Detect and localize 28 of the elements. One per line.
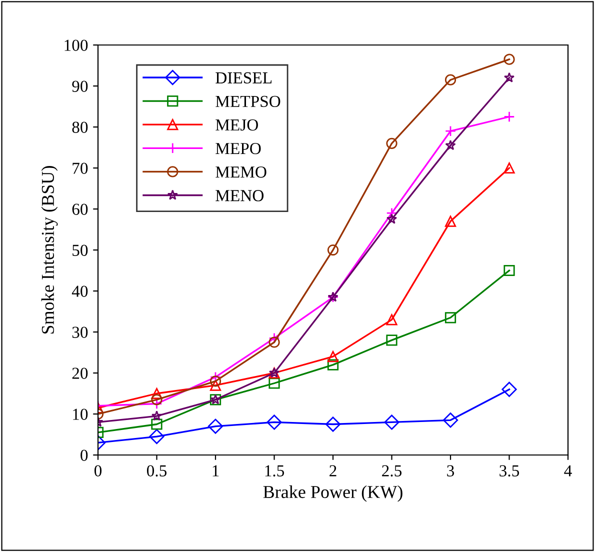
y-tick-label: 10 — [73, 408, 88, 420]
legend-label: MEMO — [216, 166, 266, 178]
legend-label: MEJO — [216, 119, 258, 131]
x-tick-label: 2 — [330, 465, 336, 476]
y-tick-label: 80 — [72, 122, 88, 133]
y-tick-label: 40 — [72, 286, 88, 297]
x-tick-label: 4 — [564, 465, 572, 476]
y-tick-label: 90 — [72, 80, 88, 92]
x-axis-title: Brake Power (KW) — [263, 485, 402, 502]
x-tick-label: 3.5 — [500, 465, 520, 477]
x-tick-label: 0 — [94, 465, 102, 476]
legend-label: MEPO — [216, 142, 261, 154]
x-tick-label: 3 — [447, 465, 454, 476]
x-tick-label: 1.5 — [265, 465, 284, 477]
y-tick-label: 20 — [72, 368, 88, 379]
x-tick-label: 2.5 — [382, 465, 402, 477]
y-tick-label: 0 — [80, 450, 88, 461]
y-axis-title: Smoke Intensity (BSU) — [41, 166, 58, 334]
y-tick-label: 50 — [72, 244, 88, 256]
y-tick-label: 70 — [72, 162, 88, 174]
y-tick-label: 100 — [64, 40, 88, 51]
y-tick-label: 60 — [72, 204, 88, 215]
x-tick-label: 0.5 — [146, 465, 167, 477]
legend-label: MENO — [216, 190, 264, 202]
x-tick-label: 1 — [212, 465, 219, 476]
y-tick-label: 30 — [72, 326, 88, 338]
legend-label: METPSO — [216, 96, 280, 108]
legend-label: DIESEL — [216, 72, 272, 84]
